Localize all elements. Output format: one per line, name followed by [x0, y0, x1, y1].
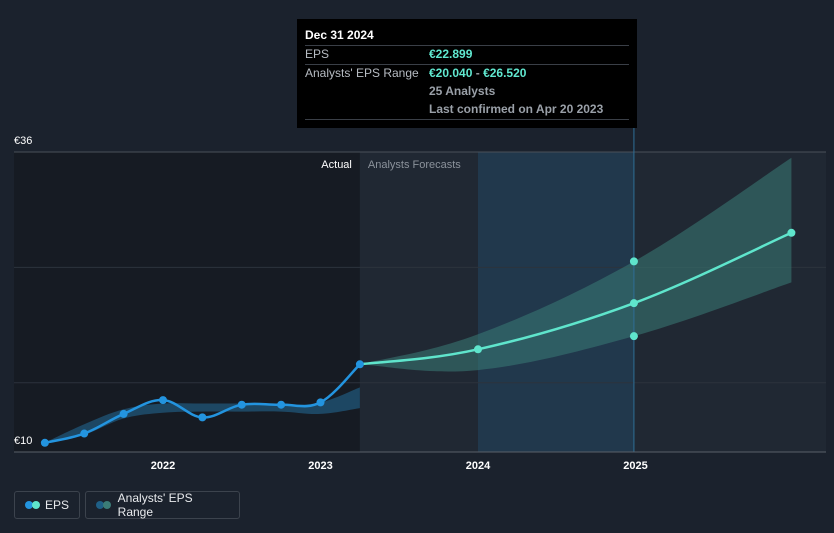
- range-legend-icon: [96, 501, 112, 509]
- tooltip-range-low: €20.040: [429, 66, 473, 80]
- actual-range-band: [44, 387, 360, 443]
- tooltip-range-high: €26.520: [483, 66, 527, 80]
- eps-actual-point[interactable]: [237, 400, 246, 409]
- tooltip-date: Dec 31 2024: [305, 28, 374, 42]
- eps-actual-point[interactable]: [198, 413, 207, 422]
- data-points: [40, 228, 796, 447]
- tooltip-divider: [305, 119, 629, 120]
- range-low-point[interactable]: [629, 332, 638, 341]
- actual-region-background: [14, 152, 360, 452]
- tooltip-eps-label: EPS: [305, 47, 330, 61]
- x-tick-label: 2024: [466, 460, 491, 472]
- eps-legend-icon: [25, 501, 40, 509]
- analysts-eps-range-band: [359, 157, 792, 372]
- x-tick-label: 2023: [308, 460, 332, 472]
- x-tick-label: 2025: [623, 460, 647, 472]
- y-tick-label-bottom: €10: [14, 435, 32, 447]
- eps-actual-point[interactable]: [159, 396, 167, 405]
- eps-actual-point[interactable]: [80, 429, 89, 438]
- tooltip-divider: [305, 45, 629, 46]
- tooltip-range-sep: -: [472, 66, 484, 80]
- tooltip-eps-value: €22.899: [429, 47, 473, 61]
- eps-actual-point[interactable]: [277, 400, 286, 409]
- range-high-point[interactable]: [629, 257, 638, 266]
- actual-region-label: Actual: [321, 159, 352, 171]
- legend-eps-button[interactable]: EPS: [14, 491, 80, 519]
- eps-forecast-line: [359, 231, 792, 366]
- legend-range-label: Analysts' EPS Range: [117, 491, 193, 519]
- eps-forecast-point[interactable]: [474, 345, 482, 354]
- y-tick-label-top: €36: [14, 135, 32, 147]
- legend-eps-label: EPS: [44, 498, 69, 512]
- tooltip-divider: [305, 64, 629, 65]
- forecast-region-label: Analysts Forecasts: [368, 159, 461, 171]
- eps-actual-point[interactable]: [316, 398, 325, 407]
- tooltip-confirmed: Last confirmed on Apr 20 2023: [429, 102, 604, 116]
- eps-forecast-point[interactable]: [629, 299, 638, 308]
- x-tick-label: 2022: [151, 460, 175, 472]
- eps-forecast-point[interactable]: [787, 228, 796, 237]
- tooltip-range-value: €20.040 - €26.520: [429, 66, 526, 80]
- eps-actual-point[interactable]: [40, 438, 49, 447]
- eps-actual-point[interactable]: [355, 360, 364, 369]
- tooltip-range-label: Analysts' EPS Range: [305, 66, 419, 80]
- eps-actual-point[interactable]: [119, 409, 128, 418]
- tooltip-analysts: 25 Analysts: [429, 84, 496, 98]
- tooltip: Dec 31 2024 EPS €22.899 Analysts' EPS Ra…: [297, 19, 637, 128]
- x-tick-labels: 2022 2023 2024 2025: [151, 460, 648, 472]
- legend-range-button[interactable]: Analysts' EPS Range: [85, 491, 240, 519]
